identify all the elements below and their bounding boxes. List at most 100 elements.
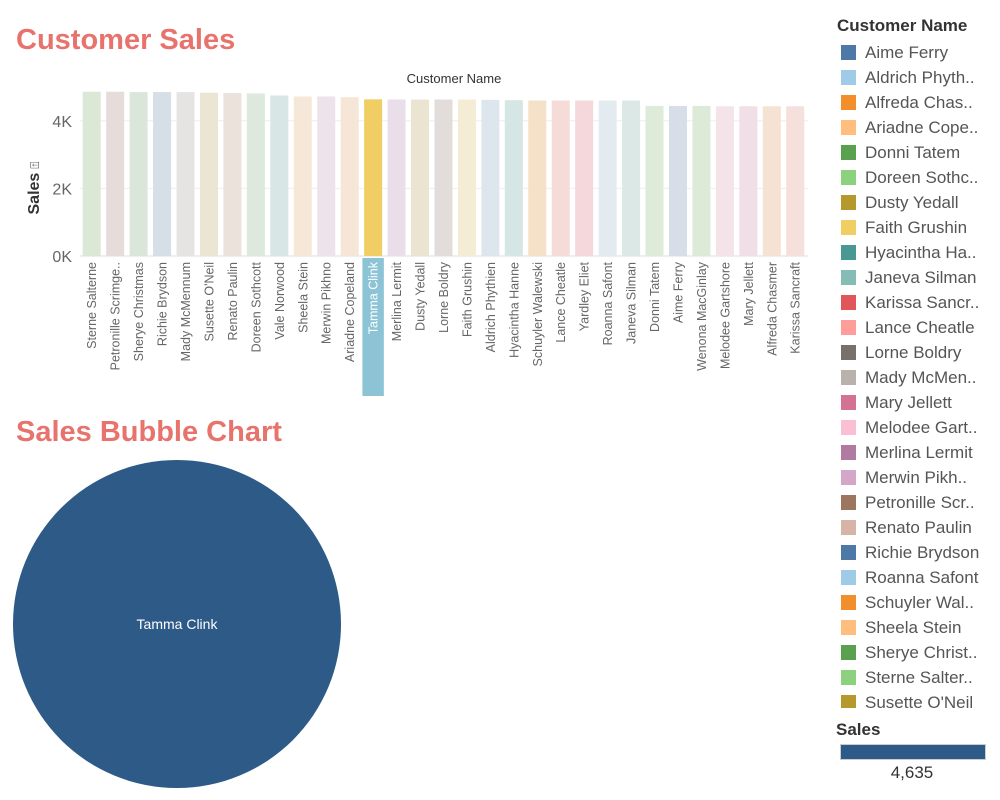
x-tick-label[interactable]: Faith Grushin	[460, 262, 474, 337]
x-tick-label[interactable]: Sheela Stein	[296, 262, 310, 333]
x-tick-label[interactable]: Wenona MacGinlay	[695, 261, 709, 371]
x-tick-label[interactable]: Lance Cheatle	[554, 262, 568, 343]
bar[interactable]	[106, 91, 125, 257]
x-tick-label[interactable]: Melodee Gartshore	[718, 262, 732, 369]
x-tick-label[interactable]: Ariadne Copeland	[343, 262, 357, 362]
legend-item[interactable]: Roanna Safont	[836, 565, 996, 590]
legend-item[interactable]: Renato Paulin	[836, 515, 996, 540]
legend-item[interactable]: Merwin Pikh..	[836, 465, 996, 490]
legend-item[interactable]: Merlina Lermit	[836, 440, 996, 465]
x-tick-label[interactable]: Schuyler Walewski	[531, 262, 545, 366]
legend-swatch	[841, 270, 856, 285]
x-tick-label[interactable]: Sterne Salterne	[85, 262, 99, 349]
x-tick-label[interactable]: Sherye Christmas	[132, 262, 146, 361]
legend-label: Sterne Salter..	[865, 667, 973, 687]
bar[interactable]	[129, 92, 148, 256]
legend-item[interactable]: Donni Tatem	[836, 140, 996, 165]
legend-item[interactable]: Lorne Boldry	[836, 340, 996, 365]
bar[interactable]	[668, 105, 687, 256]
x-tick-label[interactable]: Susette O'Neil	[202, 262, 216, 342]
bar[interactable]	[223, 93, 242, 256]
x-tick-label[interactable]: Doreen Sothcott	[249, 261, 263, 352]
bar[interactable]	[82, 91, 101, 257]
legend-item[interactable]: Hyacintha Ha..	[836, 240, 996, 265]
bar[interactable]	[340, 97, 359, 256]
legend-item[interactable]: Sheela Stein	[836, 615, 996, 640]
legend-item[interactable]: Karissa Sancr..	[836, 290, 996, 315]
legend-item[interactable]: Melodee Gart..	[836, 415, 996, 440]
legend-swatch	[841, 470, 856, 485]
x-tick-label[interactable]: Donni Tatem	[648, 262, 662, 332]
x-tick-label[interactable]: Vale Norwood	[273, 262, 287, 340]
bar[interactable]	[387, 99, 406, 256]
bar[interactable]	[645, 105, 664, 256]
legend-item[interactable]: Lance Cheatle	[836, 315, 996, 340]
legend-item[interactable]: Mary Jellett	[836, 390, 996, 415]
legend-label: Melodee Gart..	[865, 417, 978, 437]
legend-item[interactable]: Aldrich Phyth..	[836, 65, 996, 90]
legend-item[interactable]: Alfreda Chas..	[836, 90, 996, 115]
x-tick-label[interactable]: Merwin Pikhno	[320, 262, 334, 344]
legend-item[interactable]: Faith Grushin	[836, 215, 996, 240]
x-tick-label[interactable]: Mary Jellett	[742, 261, 756, 325]
x-tick-label[interactable]: Roanna Safont	[601, 261, 615, 345]
legend-label: Ariadne Cope..	[865, 117, 979, 137]
x-tick-label[interactable]: Mady McMennum	[179, 262, 193, 361]
legend-item[interactable]: Schuyler Wal..	[836, 590, 996, 615]
bar[interactable]	[246, 93, 265, 256]
bar[interactable]	[715, 106, 734, 257]
bar[interactable]	[270, 95, 289, 256]
x-tick-label[interactable]: Dusty Yedall	[414, 262, 428, 331]
legend-item[interactable]: Sherye Christ..	[836, 640, 996, 665]
x-tick-label[interactable]: Aime Ferry	[671, 261, 685, 323]
x-tick-label[interactable]: Aldrich Phythien	[484, 262, 498, 352]
x-tick-label[interactable]: Alfreda Chasmer	[765, 262, 779, 356]
x-tick-label[interactable]: Tamma Clink	[367, 261, 381, 334]
x-tick-label[interactable]: Janeva Silman	[625, 262, 639, 344]
bar[interactable]	[176, 92, 195, 256]
x-tick-label[interactable]: Yardley Eliet	[578, 261, 592, 331]
legend-item[interactable]: Sterne Salter..	[836, 665, 996, 690]
bar[interactable]	[364, 99, 383, 256]
bar[interactable]	[199, 92, 218, 256]
bar[interactable]	[622, 100, 641, 256]
sort-icon[interactable]: ⍐	[28, 161, 42, 168]
legend-item[interactable]: Janeva Silman	[836, 265, 996, 290]
bar[interactable]	[739, 106, 758, 257]
x-tick-label[interactable]: Hyacintha Hanne	[507, 262, 521, 358]
bar[interactable]	[575, 100, 594, 256]
bar[interactable]	[598, 100, 617, 256]
legend-item[interactable]: Aime Ferry	[836, 40, 996, 65]
x-tick-label[interactable]: Renato Paulin	[226, 262, 240, 341]
bar[interactable]	[692, 105, 711, 256]
x-tick-label[interactable]: Lorne Boldry	[437, 261, 451, 333]
bar[interactable]	[153, 92, 172, 256]
legend-item[interactable]: Doreen Sothc..	[836, 165, 996, 190]
bar[interactable]	[481, 99, 500, 257]
bar[interactable]	[504, 100, 523, 256]
bar[interactable]	[317, 96, 336, 256]
x-tick-label[interactable]: Karissa Sancraft	[789, 261, 803, 353]
legend-label: Sherye Christ..	[865, 642, 978, 662]
legend-item[interactable]: Petronille Scr..	[836, 490, 996, 515]
bar[interactable]	[457, 99, 476, 256]
bar[interactable]	[528, 100, 547, 256]
legend-item[interactable]: Susette O'Neil	[836, 690, 996, 708]
bar[interactable]	[434, 99, 453, 256]
legend-label: Sheela Stein	[865, 617, 962, 637]
bubble[interactable]	[13, 460, 341, 788]
legend-item[interactable]: Mady McMen..	[836, 365, 996, 390]
bar[interactable]	[762, 106, 781, 257]
legend-item[interactable]: Richie Brydson	[836, 540, 996, 565]
bar[interactable]	[786, 106, 805, 257]
bar[interactable]	[411, 99, 430, 256]
bar[interactable]	[551, 100, 570, 256]
x-tick-label[interactable]: Petronille Scrimge..	[109, 262, 123, 370]
selected-label-highlight	[362, 258, 384, 396]
x-tick-label[interactable]: Richie Brydson	[156, 262, 170, 346]
bar[interactable]	[293, 96, 312, 256]
x-tick-label[interactable]: Merlina Lermit	[390, 261, 404, 341]
legend-item[interactable]: Dusty Yedall	[836, 190, 996, 215]
legend-swatch	[841, 495, 856, 510]
legend-item[interactable]: Ariadne Cope..	[836, 115, 996, 140]
